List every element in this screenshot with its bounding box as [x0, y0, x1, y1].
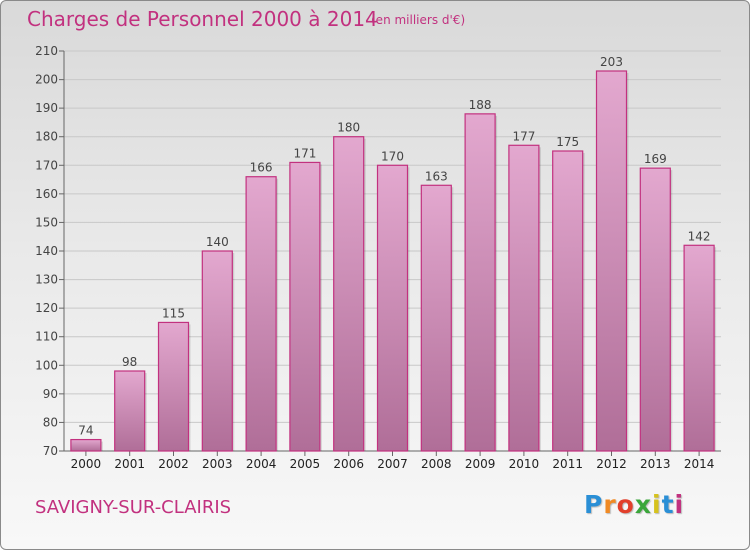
- y-tick-label: 210: [35, 44, 58, 58]
- y-tick-label: 120: [35, 301, 58, 315]
- logo-letter: t: [661, 490, 675, 519]
- value-labels: 74 98 115 140 166 171 180 170 163 188 177 175 203 169…: [78, 55, 710, 438]
- data-label: 98: [122, 355, 137, 369]
- y-tick-label: 150: [35, 215, 58, 229]
- y-tick-label: 110: [35, 330, 58, 344]
- bar: [508, 144, 540, 452]
- data-label: 171: [293, 146, 316, 160]
- x-tick-label: 2001: [114, 457, 145, 471]
- bar: [70, 438, 102, 452]
- data-label: 166: [250, 161, 273, 175]
- x-tick-label: 2014: [684, 457, 715, 471]
- data-label: 203: [600, 55, 623, 69]
- logo-letter: P: [584, 490, 604, 519]
- bar: [420, 184, 452, 452]
- bar: [464, 113, 496, 452]
- x-tick-label: 2011: [552, 457, 583, 471]
- data-label: 177: [512, 129, 535, 143]
- y-tick-label: 90: [43, 387, 58, 401]
- y-tick-label: 80: [43, 415, 58, 429]
- x-tick-label: 2012: [596, 457, 627, 471]
- data-label: 180: [337, 121, 360, 135]
- y-tick-label: 140: [35, 244, 58, 258]
- data-label: 169: [644, 152, 667, 166]
- y-tick-label: 200: [35, 73, 58, 87]
- x-tick-labels: 2000 2001 2002 2003 2004 2005 2006 2007 2008 2009…: [71, 457, 715, 471]
- y-tick-label: 130: [35, 273, 58, 287]
- proxiti-logo: Proxiti: [584, 490, 684, 519]
- data-label: 175: [556, 135, 579, 149]
- y-tick-label: 170: [35, 158, 58, 172]
- chart-title: Charges de Personnel 2000 à 2014: [27, 7, 378, 31]
- logo-letter: i: [652, 490, 662, 519]
- logo-letter: r: [603, 490, 617, 519]
- x-tick-label: 2007: [377, 457, 408, 471]
- y-tick-labels: 70 80 90 100 110 120 130 140 150 160 170 180 190 200 2…: [35, 44, 58, 458]
- x-tick-label: 2006: [333, 457, 364, 471]
- x-tick-label: 2008: [421, 457, 452, 471]
- x-tick-label: 2002: [158, 457, 189, 471]
- data-label: 163: [425, 169, 448, 183]
- bar: [289, 161, 321, 452]
- bar: [114, 370, 146, 452]
- chart-subtitle: (en milliers d'€): [371, 13, 466, 27]
- bar: [376, 164, 409, 452]
- data-label: 115: [162, 306, 185, 320]
- logo-letter: o: [616, 490, 635, 519]
- x-tick-label: 2013: [640, 457, 671, 471]
- y-tick-label: 160: [35, 187, 58, 201]
- x-tick-label: 2004: [246, 457, 277, 471]
- bar: [333, 136, 365, 452]
- logo-letter: i: [674, 490, 685, 519]
- y-tick-label: 190: [35, 101, 58, 115]
- bar: [683, 244, 715, 452]
- x-tick-label: 2005: [290, 457, 321, 471]
- bar: [595, 70, 628, 452]
- bars: [70, 70, 717, 452]
- data-label: 188: [469, 98, 492, 112]
- bar: [201, 250, 233, 452]
- bar: [245, 176, 277, 452]
- x-tick-label: 2009: [465, 457, 496, 471]
- x-tick-label: 2003: [202, 457, 233, 471]
- data-label: 170: [381, 149, 404, 163]
- logo-letter: x: [634, 490, 652, 519]
- y-tick-label: 70: [43, 444, 58, 458]
- commune-name: SAVIGNY-SUR-CLAIRIS: [35, 497, 232, 518]
- bar: [639, 167, 671, 452]
- x-tick-label: 2000: [71, 457, 102, 471]
- y-tick-label: 100: [35, 358, 58, 372]
- data-label: 142: [688, 229, 711, 243]
- data-label: 74: [78, 424, 93, 438]
- bar: [552, 150, 584, 452]
- bar: [157, 321, 190, 452]
- y-tick-label: 180: [35, 130, 58, 144]
- x-tick-label: 2010: [509, 457, 540, 471]
- data-label: 140: [206, 235, 229, 249]
